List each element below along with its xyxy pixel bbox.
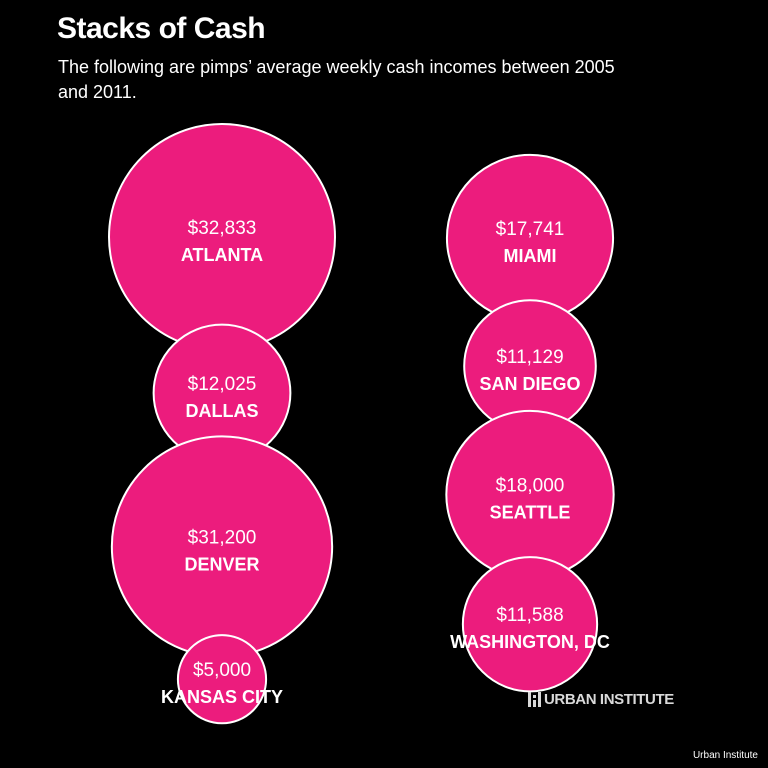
bubble-miami: $17,741 MIAMI <box>445 153 615 323</box>
urban-institute-logo: URBAN INSTITUTE <box>528 691 674 708</box>
bubble-label-seattle: SEATTLE <box>490 503 571 523</box>
bubble-value-atlanta: $32,833 <box>188 218 257 239</box>
bubble-value-washington-dc: $11,588 <box>496 605 563 626</box>
bubble-value-san-diego: $11,129 <box>496 347 563 368</box>
bubble-label-atlanta: ATLANTA <box>181 245 263 265</box>
bubble-denver: $31,200 DENVER <box>110 435 334 658</box>
bubble-value-miami: $17,741 <box>496 219 565 240</box>
bubble-atlanta: $32,833 ATLANTA <box>108 123 336 351</box>
image-credit: Urban Institute <box>692 750 758 761</box>
bubble-dallas: $12,025 DALLAS <box>152 323 292 463</box>
bubble-value-seattle: $18,000 <box>496 476 565 497</box>
bubble-label-san-diego: SAN DIEGO <box>479 374 580 394</box>
bubble-washington-dc: $11,588 WASHINGTON, DC <box>450 556 610 693</box>
bubble-value-kansas-city: $5,000 <box>193 660 251 681</box>
bubble-label-miami: MIAMI <box>504 246 557 266</box>
bubble-value-dallas: $12,025 <box>188 374 257 395</box>
logo-text: URBAN INSTITUTE <box>544 691 674 708</box>
bubble-label-washington-dc: WASHINGTON, DC <box>450 632 610 652</box>
chart-title: Stacks of Cash <box>57 12 266 45</box>
bubble-label-dallas: DALLAS <box>186 401 259 421</box>
chart-subtitle: The following are pimps’ average weekly … <box>58 57 615 102</box>
bubble-circle-washington-dc <box>461 556 599 693</box>
bubble-seattle: $18,000 SEATTLE <box>445 409 615 580</box>
bubble-value-denver: $31,200 <box>188 528 257 549</box>
bubble-kansas-city: $5,000 KANSAS CITY <box>161 634 283 725</box>
bubble-circle-kansas-city <box>176 634 268 725</box>
bubble-san-diego: $11,129 SAN DIEGO <box>463 299 597 433</box>
bubble-label-denver: DENVER <box>184 555 259 575</box>
urban-institute-logo-icon <box>528 692 541 707</box>
bubble-label-kansas-city: KANSAS CITY <box>161 687 283 707</box>
